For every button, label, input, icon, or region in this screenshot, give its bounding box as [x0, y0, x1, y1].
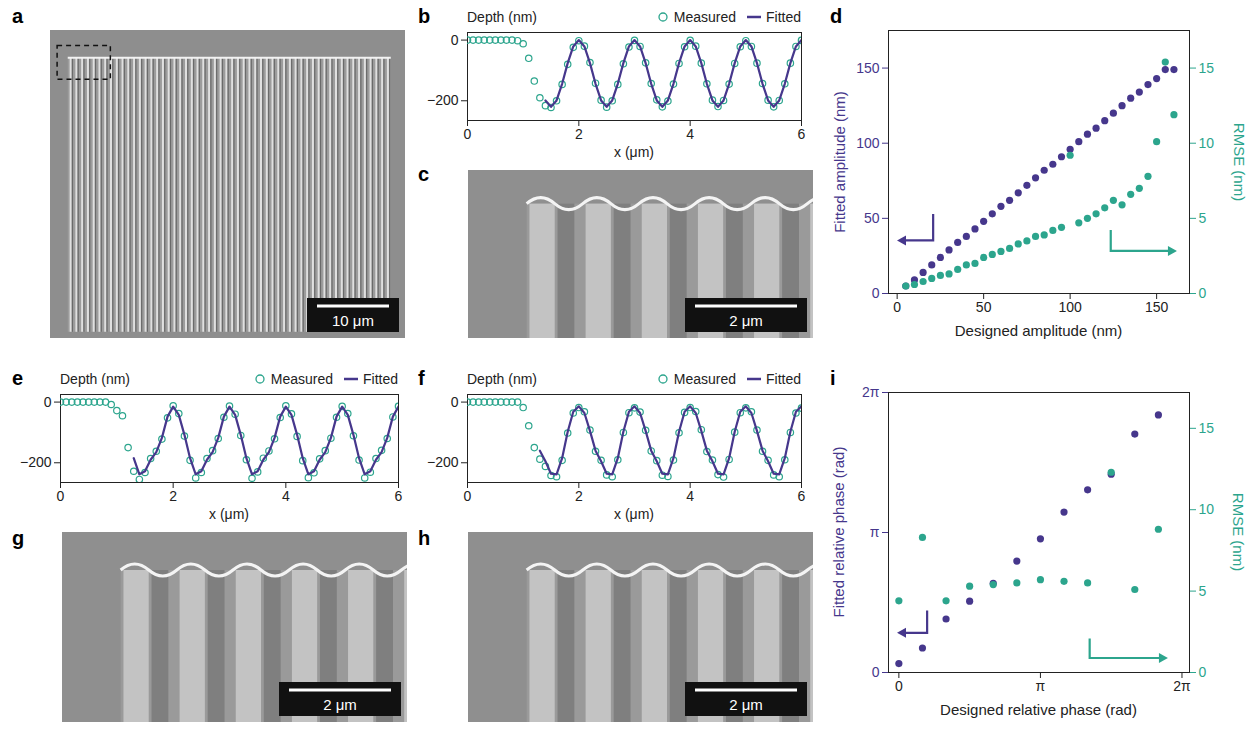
html-text:g: g: [12, 527, 25, 549]
svg-text:0: 0: [44, 394, 52, 410]
html-text:h: h: [418, 527, 431, 549]
svg-text:−200: −200: [20, 454, 52, 470]
svg-text:150: 150: [1145, 299, 1169, 315]
html-text:Depth (nm): Depth (nm): [60, 371, 130, 387]
svg-text:50: 50: [976, 299, 992, 315]
svg-text:0: 0: [893, 299, 901, 315]
html-text:Fitted: Fitted: [766, 371, 801, 387]
svg-text:0: 0: [872, 285, 880, 301]
svg-text:0: 0: [464, 488, 472, 504]
html-text:i: i: [830, 367, 836, 389]
svg-text:0: 0: [57, 488, 65, 504]
html-text:x (μm): x (μm): [614, 144, 654, 160]
html-text:x (μm): x (μm): [614, 506, 654, 522]
svg-text:6: 6: [798, 126, 806, 142]
svg-text:2: 2: [575, 126, 583, 142]
svg-text:0: 0: [451, 394, 459, 410]
svg-text:0: 0: [1199, 285, 1207, 301]
html-text:RMSE (nm): RMSE (nm): [1230, 122, 1247, 201]
svg-text:0: 0: [872, 664, 880, 680]
svg-text:2π: 2π: [862, 384, 880, 400]
svg-text:0: 0: [1199, 664, 1207, 680]
svg-text:5: 5: [1199, 210, 1207, 226]
html-text:Measured: Measured: [270, 371, 333, 387]
html-text:Designed relative phase (rad): Designed relative phase (rad): [940, 701, 1137, 718]
svg-text:10: 10: [1199, 501, 1215, 517]
svg-text:50: 50: [864, 210, 880, 226]
svg-text:150: 150: [856, 60, 880, 76]
html-text:Depth (nm): Depth (nm): [467, 9, 537, 25]
html-text:c: c: [418, 163, 430, 185]
svg-text:4: 4: [686, 126, 694, 142]
svg-text:15: 15: [1199, 60, 1215, 76]
html-text:Depth (nm): Depth (nm): [467, 371, 537, 387]
svg-text:5: 5: [1199, 583, 1207, 599]
svg-text:π: π: [1036, 678, 1046, 694]
html-text:Measured: Measured: [673, 371, 736, 387]
html-text:Measured: Measured: [673, 9, 736, 25]
svg-text:2π: 2π: [1173, 678, 1191, 694]
html-text:Designed amplitude (nm): Designed amplitude (nm): [954, 322, 1123, 339]
svg-text:2: 2: [575, 488, 583, 504]
html-text:d: d: [830, 5, 843, 27]
svg-text:0: 0: [895, 678, 903, 694]
svg-text:2: 2: [169, 488, 177, 504]
svg-text:4: 4: [686, 488, 694, 504]
svg-text:π: π: [870, 524, 880, 540]
html-text:RMSE (nm): RMSE (nm): [1230, 492, 1247, 572]
svg-text:4: 4: [282, 488, 290, 504]
html-text:Fitted amplitude (nm): Fitted amplitude (nm): [830, 90, 847, 233]
svg-text:6: 6: [395, 488, 403, 504]
html-text:x (μm): x (μm): [209, 506, 249, 522]
svg-text:2 μm: 2 μm: [323, 696, 357, 713]
svg-text:0: 0: [451, 32, 459, 48]
svg-text:15: 15: [1199, 420, 1215, 436]
html-text:Fitted: Fitted: [363, 371, 398, 387]
svg-text:6: 6: [798, 488, 806, 504]
html-text:Fitted relative phase (rad): Fitted relative phase (rad): [830, 446, 847, 618]
svg-text:0: 0: [464, 126, 472, 142]
svg-text:2 μm: 2 μm: [729, 696, 763, 713]
svg-text:−200: −200: [427, 454, 459, 470]
svg-text:10 μm: 10 μm: [332, 312, 374, 329]
html-text:Fitted: Fitted: [766, 9, 801, 25]
svg-text:100: 100: [1058, 299, 1082, 315]
svg-text:−200: −200: [427, 92, 459, 108]
svg-text:2 μm: 2 μm: [729, 312, 763, 329]
html-text:f: f: [418, 367, 425, 389]
svg-text:100: 100: [856, 135, 880, 151]
html-text:e: e: [12, 367, 24, 389]
html-text:b: b: [418, 5, 431, 27]
svg-text:10: 10: [1199, 135, 1215, 151]
html-text:a: a: [12, 5, 24, 27]
